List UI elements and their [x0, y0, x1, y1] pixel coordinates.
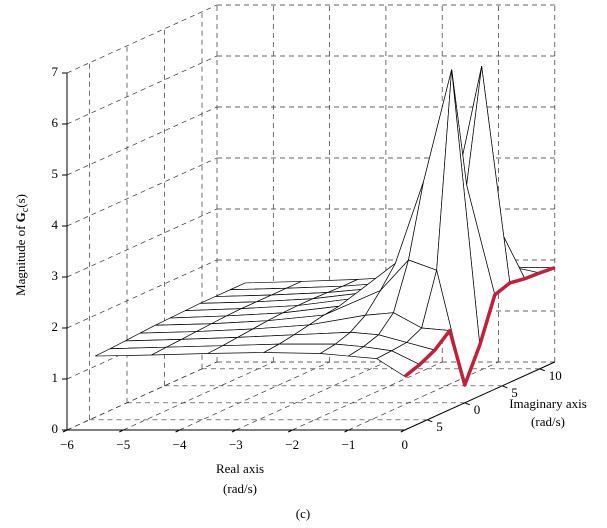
- y-axis-label: (rad/s): [531, 414, 565, 429]
- x-tick-label: −6: [60, 437, 74, 452]
- z-axis-label: Magnitude of Gc(s): [13, 194, 31, 296]
- grid-line: [66, 106, 218, 176]
- y-axis-label: Imaginary axis: [509, 396, 587, 411]
- grid-line: [123, 361, 274, 431]
- x-tick-label: 0: [402, 437, 409, 452]
- x-tick: [287, 429, 293, 433]
- x-axis-label: Real axis: [216, 461, 264, 476]
- y-tick-label: 10: [549, 368, 562, 383]
- grid-line: [66, 259, 218, 329]
- caption: (c): [296, 506, 310, 521]
- grid-line: [235, 361, 387, 431]
- grid-line: [66, 361, 218, 431]
- y-axis: [404, 361, 556, 431]
- z-tick-label: 4: [52, 217, 59, 232]
- y-tick: [427, 419, 433, 423]
- grid-line: [348, 361, 499, 431]
- y-tick-label: 0: [474, 402, 481, 417]
- grid-line: [66, 55, 218, 125]
- z-tick-label: 3: [52, 268, 59, 283]
- y-tick-label: 5: [511, 385, 518, 400]
- z-tick-label: 7: [52, 64, 59, 79]
- y-tick: [539, 368, 545, 372]
- z-label-suffix: (s): [13, 194, 28, 208]
- y-tick: [502, 385, 508, 389]
- x-tick: [231, 429, 237, 433]
- x-tick-label: −4: [173, 437, 187, 452]
- y-tick-label: 5: [436, 419, 443, 434]
- x-tick: [119, 429, 124, 433]
- x-tick-label: −2: [285, 437, 299, 452]
- x-tick: [175, 429, 180, 433]
- x-tick-label: −3: [229, 437, 243, 452]
- z-tick-label: 6: [52, 115, 59, 130]
- x-tick: [62, 429, 68, 433]
- highlight-curve: [403, 265, 556, 387]
- x-tick-label: −1: [342, 437, 356, 452]
- x-axis-label: (rad/s): [223, 481, 257, 496]
- z-tick-label: 5: [52, 166, 59, 181]
- x-tick: [400, 429, 406, 433]
- y-tick: [464, 402, 470, 406]
- z-label-sub: c: [20, 207, 31, 212]
- z-tick-label: 2: [52, 319, 59, 334]
- z-label-prefix: Magnitude of: [13, 222, 28, 296]
- grid-line: [66, 208, 218, 278]
- grid-line: [66, 157, 218, 227]
- z-tick-label: 1: [52, 370, 59, 385]
- grid-line: [292, 361, 443, 431]
- z-tick-label: 0: [52, 421, 59, 436]
- grid-line: [179, 361, 330, 431]
- grid-line: [66, 4, 218, 74]
- z-label-bold: G: [13, 212, 28, 222]
- x-tick-label: −5: [116, 437, 130, 452]
- x-tick: [344, 429, 349, 433]
